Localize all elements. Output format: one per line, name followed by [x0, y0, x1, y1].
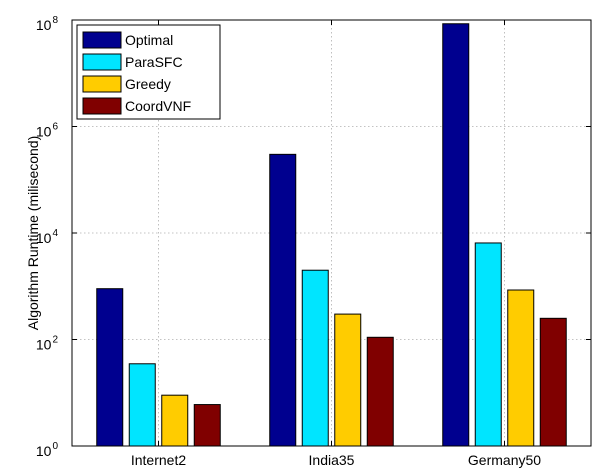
y-tick-label: 100	[36, 441, 59, 459]
bar-optimal-germany50	[442, 23, 470, 447]
y-tick-label: 102	[36, 335, 59, 353]
legend-label-optimal: Optimal	[125, 32, 173, 48]
legend-label-greedy: Greedy	[125, 76, 171, 92]
x-tick-label-india35: India35	[309, 452, 355, 468]
bar-coordvnf-germany50	[539, 317, 567, 447]
bar-greedy-india35	[334, 313, 362, 447]
legend: Optimal ParaSFC Greedy CoordVNF	[76, 24, 221, 120]
legend-swatch-greedy	[82, 75, 122, 93]
x-axis: Internet2 India35 Germany50	[131, 20, 541, 468]
bar-coordvnf-india35	[366, 336, 394, 447]
bars	[96, 23, 567, 447]
legend-swatch-optimal	[82, 31, 122, 49]
x-tick-label-germany50: Germany50	[468, 452, 541, 468]
bar-parasfc-germany50	[474, 242, 502, 447]
legend-label-parasfc: ParaSFC	[125, 54, 183, 70]
bar-parasfc-internet2	[128, 363, 156, 447]
y-tick-label: 108	[36, 15, 59, 33]
bar-optimal-india35	[269, 153, 297, 447]
y-axis-label: Algorithm Runtime (milisecond)	[25, 136, 41, 331]
bar-greedy-germany50	[507, 289, 535, 447]
x-tick-label-internet2: Internet2	[131, 452, 186, 468]
bar-coordvnf-internet2	[193, 404, 221, 447]
legend-swatch-parasfc	[82, 53, 122, 71]
legend-label-coordvnf: CoordVNF	[125, 98, 191, 114]
bar-parasfc-india35	[301, 269, 329, 447]
grid-lines	[72, 20, 591, 446]
bar-greedy-internet2	[161, 394, 189, 447]
legend-swatch-coordvnf	[82, 97, 122, 115]
bar-optimal-internet2	[96, 288, 124, 447]
